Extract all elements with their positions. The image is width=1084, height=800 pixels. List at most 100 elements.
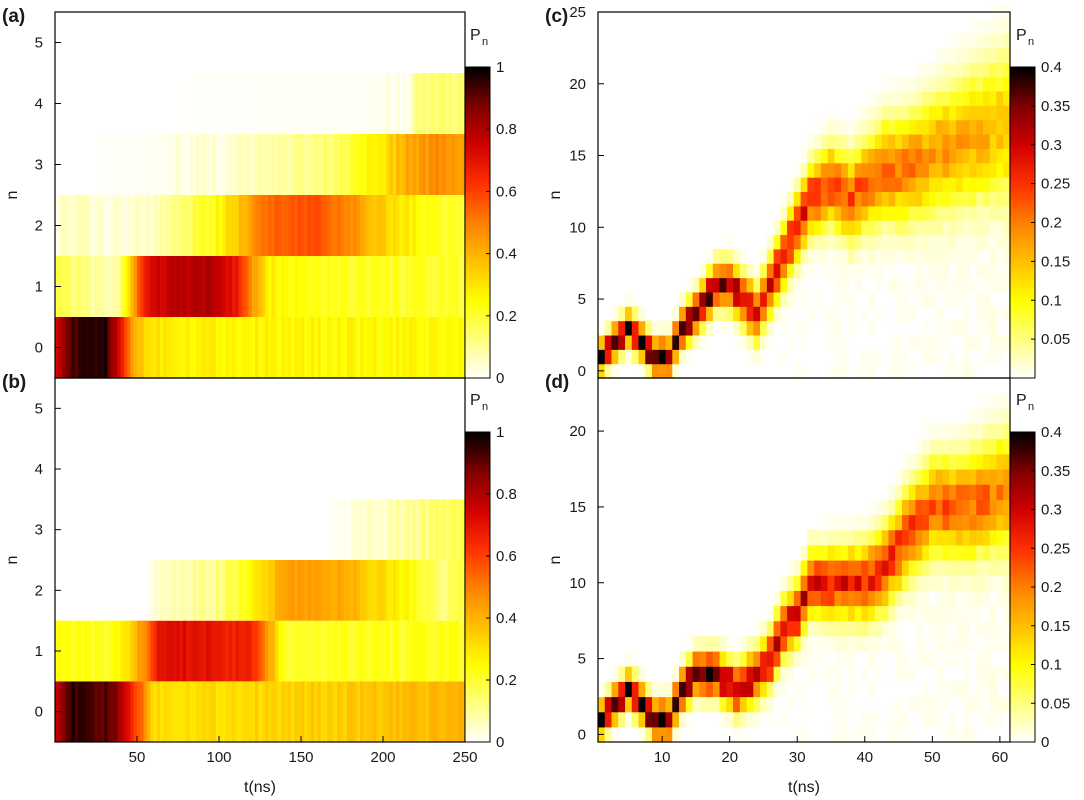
colorbar-swatch	[1010, 713, 1035, 717]
heatmap-cell	[969, 277, 977, 293]
heatmap-cell	[255, 73, 259, 134]
heatmap-cell	[432, 256, 437, 317]
heatmap-cell	[137, 256, 141, 317]
colorbar-swatch	[465, 512, 490, 516]
heatmap-cell	[807, 234, 815, 250]
heatmap-cell	[922, 499, 930, 516]
heatmap-cell	[753, 320, 761, 336]
heatmap-cell	[287, 73, 292, 134]
heatmap-cell	[182, 73, 187, 134]
heatmap-cell	[330, 134, 335, 195]
colorbar-swatch	[465, 687, 490, 691]
heatmap-cell	[369, 256, 374, 317]
heatmap-cell	[989, 76, 998, 92]
heatmap-cell	[245, 317, 250, 378]
heatmap-cell	[202, 256, 207, 317]
colorbar-swatch	[1010, 496, 1035, 500]
heatmap-cell	[834, 681, 842, 698]
heatmap-cell	[976, 681, 984, 698]
heatmap-cell	[922, 119, 930, 135]
heatmap-cell	[949, 514, 957, 531]
colorbar-swatch	[1010, 235, 1035, 239]
heatmap-cell	[969, 105, 977, 121]
heatmap-cell	[343, 560, 348, 621]
heatmap-cell	[847, 560, 856, 576]
heatmap-cell	[225, 195, 230, 256]
heatmap-cell	[235, 256, 240, 317]
heatmap-cell	[766, 306, 775, 322]
heatmap-cell	[346, 73, 351, 134]
heatmap-cell	[435, 620, 440, 682]
heatmap-cell	[415, 620, 420, 682]
heatmap-cell	[949, 635, 957, 652]
heatmap-cell	[215, 73, 220, 134]
heatmap-cell	[854, 234, 863, 250]
heatmap-cell	[976, 666, 984, 682]
heatmap-cell	[399, 681, 404, 742]
heatmap-cell	[962, 590, 971, 607]
heatmap-cell	[672, 334, 680, 350]
colorbar-swatch	[1010, 571, 1035, 575]
heatmap-cell	[104, 620, 109, 682]
heatmap-cell	[182, 620, 187, 682]
heatmap-cell	[935, 514, 944, 531]
heatmap-cell	[1003, 177, 1011, 193]
heatmap-cell	[225, 560, 230, 621]
colorbar-swatch	[465, 646, 490, 650]
colorbar-tick-label: 0.4	[496, 610, 517, 627]
heatmap-cell	[94, 317, 99, 378]
colorbar-swatch	[465, 602, 490, 606]
heatmap-cell	[915, 248, 923, 264]
heatmap-cell	[989, 484, 998, 500]
heatmap-cell	[445, 256, 450, 317]
heatmap-cell	[389, 681, 394, 742]
heatmap-cell	[61, 317, 66, 378]
heatmap-cell	[202, 195, 207, 256]
heatmap-cell	[922, 62, 930, 78]
heatmap-cell	[739, 635, 748, 652]
heatmap-cell	[712, 263, 721, 279]
heatmap-cell	[672, 681, 680, 698]
heatmap-cell	[942, 363, 950, 379]
y-tick-label: 2	[35, 218, 43, 235]
heatmap-cell	[389, 620, 394, 682]
heatmap-cell	[874, 162, 883, 178]
colorbar-swatch	[465, 183, 490, 187]
heatmap-cell	[976, 334, 984, 350]
heatmap-cell	[399, 256, 404, 317]
heatmap-cell	[989, 696, 998, 713]
heatmap-cell	[379, 195, 384, 256]
heatmap-cell	[238, 317, 243, 378]
heatmap-cell	[146, 134, 151, 195]
heatmap-cell	[425, 499, 430, 560]
heatmap-cell	[376, 256, 381, 317]
heatmap-cell	[268, 195, 273, 256]
colorbar-swatch	[465, 315, 490, 319]
heatmap-cell	[881, 529, 890, 546]
heatmap-cell	[820, 134, 829, 149]
heatmap-cell	[908, 277, 917, 293]
heatmap-cell	[215, 134, 220, 195]
colorbar-swatch	[1010, 478, 1035, 482]
heatmap-cell	[935, 484, 944, 500]
heatmap-cell	[793, 635, 802, 652]
heatmap-cell	[166, 256, 171, 317]
heatmap-cell	[679, 651, 687, 667]
heatmap-cell	[77, 256, 82, 317]
colorbar-swatch	[465, 434, 490, 438]
heatmap-cell	[935, 134, 944, 149]
heatmap-cell	[807, 590, 815, 607]
heatmap-cell	[251, 560, 256, 621]
colorbar-swatch	[465, 149, 490, 154]
heatmap-cell	[955, 590, 964, 607]
heatmap-cell	[955, 423, 964, 440]
heatmap-cell	[982, 105, 991, 121]
heatmap-cell	[841, 291, 849, 307]
heatmap-cell	[935, 205, 944, 221]
heatmap-cell	[996, 62, 1004, 78]
colorbar: 0.050.10.150.20.250.30.350.4P n	[1009, 27, 1070, 379]
heatmap-cell	[323, 681, 328, 742]
heatmap-cell	[787, 291, 795, 307]
heatmap-cell	[760, 248, 768, 264]
